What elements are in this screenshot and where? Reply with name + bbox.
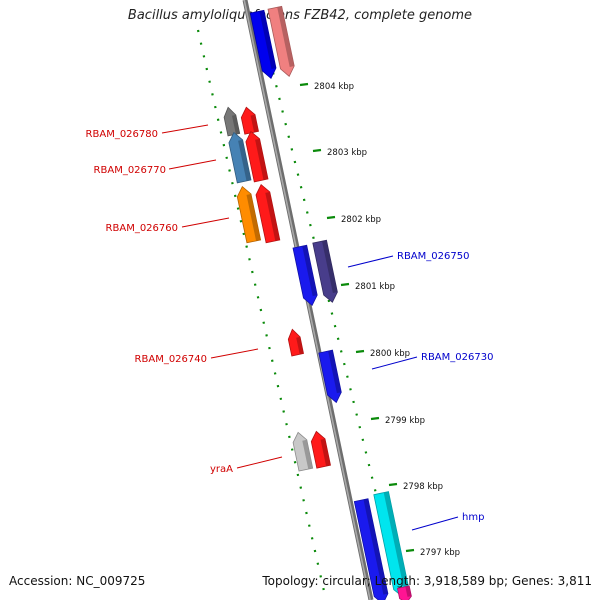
- kbp-major-tick: [312, 148, 322, 153]
- gene-arrow-shade-RBAM_026740: [296, 336, 304, 355]
- kbp-major-tick: [405, 548, 415, 553]
- leader-line-left: [181, 217, 230, 228]
- kbp-major-tick: [355, 349, 365, 354]
- kbp-label: 2797 kbp: [420, 548, 460, 558]
- left-tick-track: [196, 29, 328, 600]
- gene-label-left: RBAM_026770: [94, 165, 166, 176]
- kbp-major-tick: [299, 82, 309, 87]
- gene-arrow-shade-RBAM_026730: [328, 350, 342, 394]
- gene-label-left: RBAM_026780: [86, 129, 158, 140]
- gene-arrow-shade-yraA: [320, 438, 331, 467]
- leader-line-left: [236, 456, 283, 469]
- map-title: Bacillus amyloliquefaciens FZB42, comple…: [127, 8, 473, 23]
- gene-arrow-shade-RBAM_026780: [250, 114, 259, 133]
- kbp-label: 2804 kbp: [314, 82, 354, 92]
- gene-label-right: hmp: [462, 512, 484, 523]
- gene-label-right: RBAM_026730: [421, 352, 493, 363]
- gene-label-left: RBAM_026740: [135, 354, 207, 365]
- leader-line-right: [371, 356, 418, 370]
- gene-arrow-shade-RBAM_026760-orange: [246, 194, 261, 241]
- kbp-label: 2798 kbp: [403, 482, 443, 492]
- kbp-label: 2800 kbp: [370, 349, 410, 359]
- gene-arrow-shade-top-blue: [259, 10, 276, 70]
- gene-arrow-shade-RBAM_026760: [265, 192, 280, 241]
- gene-label-left: RBAM_026760: [106, 223, 178, 234]
- leader-line-right: [347, 255, 394, 268]
- gene-arrow-shade-yraA-grey: [302, 439, 313, 470]
- kbp-label: 2803 kbp: [327, 148, 367, 158]
- gene-arrow-shade-hmp: [383, 491, 409, 588]
- leader-line-left: [210, 348, 259, 359]
- kbp-major-tick: [340, 282, 350, 287]
- accession-label: Accession: NC_009725: [9, 574, 146, 588]
- gene-arrow-shade-RBAM_026770: [255, 138, 268, 180]
- kbp-major-tick: [326, 215, 336, 220]
- kbp-label: 2802 kbp: [341, 215, 381, 225]
- kbp-major-tick: [370, 416, 380, 421]
- gene-arrow-shade-hmp-blue: [363, 498, 388, 595]
- kbp-label: 2801 kbp: [355, 282, 395, 292]
- gene-arrow-shade-RBAM_026780-grey: [232, 114, 240, 135]
- kbp-major-tick: [388, 482, 398, 487]
- gene-arrow-shade-bottom-magenta: [405, 585, 412, 597]
- leader-line-left: [168, 159, 217, 170]
- leader-line-right: [411, 516, 459, 531]
- leader-line-left: [161, 124, 209, 134]
- gene-arrow-shade-top-pink: [277, 6, 295, 68]
- gene-arrow-shade-RBAM_026750: [322, 240, 338, 293]
- kbp-label: 2799 kbp: [385, 416, 425, 426]
- gene-label-right: RBAM_026750: [397, 251, 469, 262]
- topology-label: Topology: circular; Length: 3,918,589 bp…: [262, 574, 592, 588]
- right-tick-track: [268, 59, 404, 600]
- gene-arrow-shade-RBAM_026770-steel: [238, 139, 251, 181]
- gene-label-left: yraA: [210, 464, 233, 475]
- gene-arrow-shade-RBAM_026750-blue: [302, 245, 318, 297]
